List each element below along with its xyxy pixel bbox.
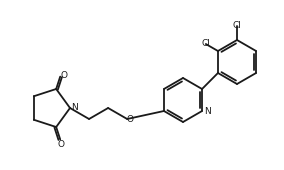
Text: N: N: [71, 104, 77, 113]
Text: O: O: [58, 140, 65, 149]
Text: Cl: Cl: [201, 38, 210, 47]
Text: O: O: [61, 71, 68, 80]
Text: Cl: Cl: [233, 21, 241, 30]
Text: O: O: [127, 115, 134, 124]
Text: N: N: [204, 107, 210, 116]
